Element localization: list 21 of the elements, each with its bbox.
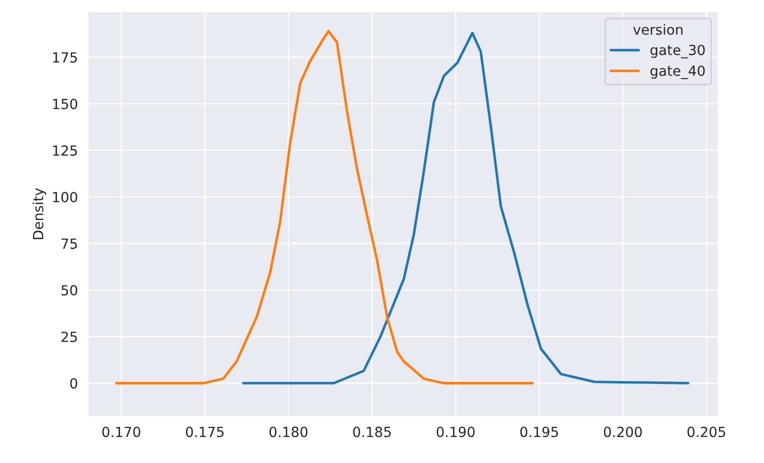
y-tick-label: 125 <box>53 145 77 156</box>
x-tick-label: 0.190 <box>436 426 475 438</box>
x-tick-label: 0.175 <box>186 426 224 438</box>
x-tick-label: 0.195 <box>520 426 558 438</box>
y-tick-label: 75 <box>62 238 77 249</box>
y-tick-label: 50 <box>62 285 78 296</box>
line-series <box>115 30 534 384</box>
x-tick-label: 0.170 <box>102 426 140 438</box>
y-tick-label: 150 <box>53 98 78 110</box>
legend-label: gate_30 <box>650 44 705 58</box>
x-tick-label: 0.200 <box>604 426 642 438</box>
y-tick-label: 0 <box>70 378 78 389</box>
y-tick-label: 175 <box>53 52 77 63</box>
legend-title: version <box>633 24 682 35</box>
y-tick-label: 25 <box>61 332 77 342</box>
y-tick-label: 100 <box>53 192 78 202</box>
legend-label: gate_40 <box>650 65 705 80</box>
y-axis-title: Density <box>32 188 46 240</box>
x-tick-label: 0.185 <box>353 426 391 438</box>
x-tick-label: 0.205 <box>687 426 726 438</box>
x-tick-label: 0.180 <box>270 426 308 438</box>
